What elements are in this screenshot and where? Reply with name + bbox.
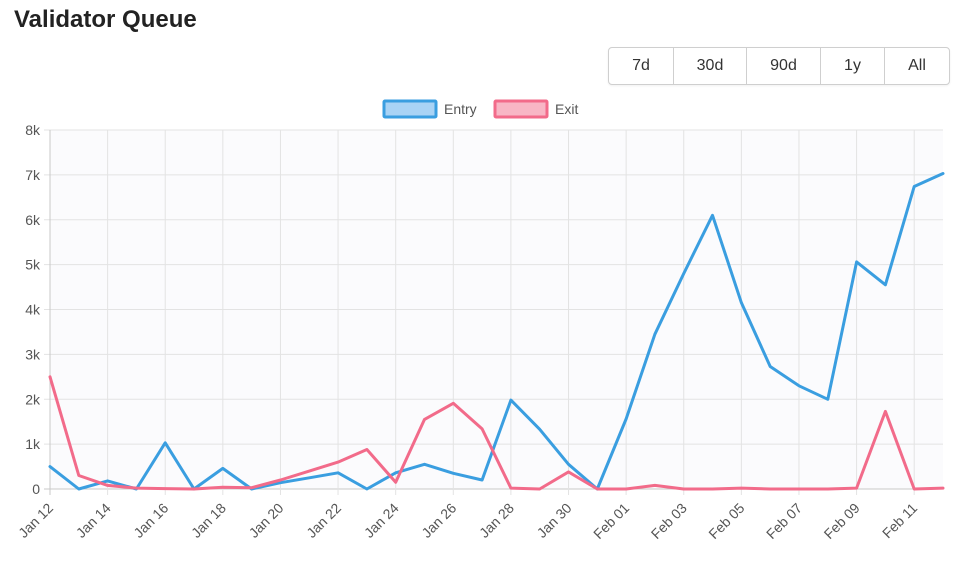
legend-swatch-entry (382, 99, 438, 119)
y-tick-label: 4k (25, 302, 41, 318)
x-tick-label: Jan 12 (15, 500, 56, 541)
x-tick-label: Jan 18 (188, 500, 229, 541)
x-tick-label: Jan 30 (534, 500, 575, 541)
x-tick-label: Feb 05 (705, 500, 747, 542)
x-tick-label: Feb 11 (879, 500, 921, 542)
x-tick-label: Feb 09 (821, 500, 863, 542)
y-tick-label: 2k (25, 391, 41, 407)
x-tick-label: Jan 16 (130, 500, 171, 541)
x-tick-label: Jan 14 (73, 500, 114, 541)
y-tick-label: 0 (32, 481, 40, 497)
y-tick-label: 8k (25, 122, 41, 138)
legend-label-exit: Exit (555, 101, 578, 117)
x-tick-label: Jan 22 (303, 500, 344, 541)
y-tick-label: 7k (25, 167, 41, 183)
x-tick-label: Jan 20 (246, 500, 287, 541)
y-tick-label: 3k (25, 346, 41, 362)
y-tick-label: 6k (25, 212, 41, 228)
series-line-exit (48, 375, 945, 491)
page-title: Validator Queue (14, 6, 197, 33)
x-tick-label: Feb 03 (648, 500, 690, 542)
x-tick-label: Jan 26 (418, 500, 459, 541)
range-90d-button[interactable]: 90d (747, 48, 821, 84)
x-tick-label: Feb 01 (590, 500, 632, 542)
x-tick-label: Jan 28 (476, 500, 517, 541)
y-tick-label: 1k (25, 436, 41, 452)
legend-swatch-exit (493, 99, 549, 119)
range-30d-button[interactable]: 30d (674, 48, 747, 84)
x-tick-label: Feb 07 (763, 500, 805, 542)
x-tick-label: Jan 24 (361, 500, 402, 541)
range-1y-button[interactable]: 1y (821, 48, 885, 84)
legend-label-entry: Entry (444, 101, 477, 117)
range-7d-button[interactable]: 7d (609, 48, 674, 84)
time-range-selector: 7d 30d 90d 1y All (608, 47, 950, 85)
y-tick-label: 5k (25, 257, 41, 273)
range-all-button[interactable]: All (908, 57, 926, 74)
series-line-entry (48, 172, 945, 491)
